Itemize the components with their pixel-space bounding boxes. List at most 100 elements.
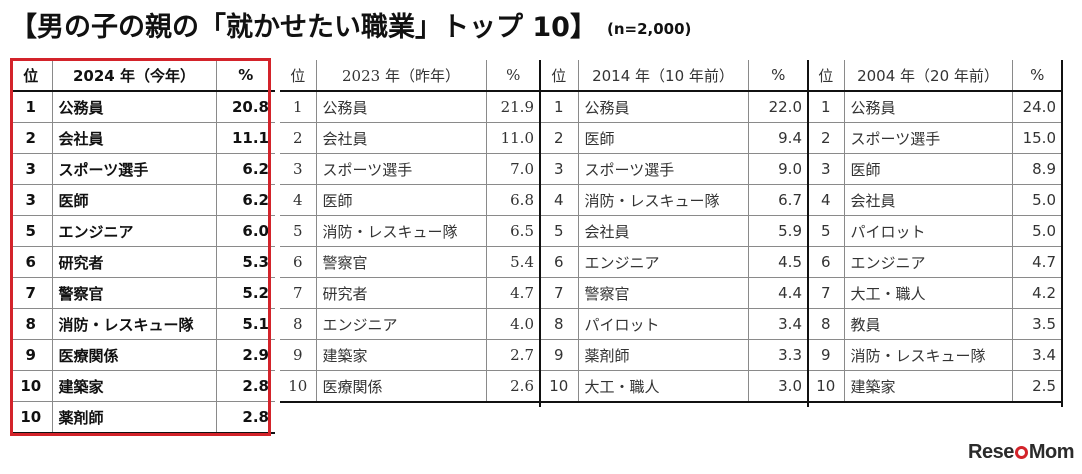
- percent-cell: 6.2: [216, 153, 275, 185]
- rank-header: 位: [808, 60, 845, 92]
- percent-cell: 2.7: [486, 339, 540, 371]
- rank-header: 位: [540, 60, 579, 92]
- occupation-cell: 研究者: [316, 277, 487, 309]
- occupation-cell: パイロット: [578, 308, 749, 340]
- percent-cell: 3.3: [748, 339, 808, 371]
- column-divider: [807, 60, 809, 407]
- rank-cell: 3: [808, 153, 845, 185]
- occupation-cell: 消防・レスキュー隊: [844, 339, 1013, 371]
- table-row: 1 公務員 20.8: [10, 91, 275, 123]
- percent-cell: 6.0: [216, 215, 275, 247]
- occupation-cell: 警察官: [52, 277, 217, 309]
- table-row: 3 医師 6.2: [10, 184, 275, 216]
- table-row: 5 エンジニア 6.0: [10, 215, 275, 247]
- rank-cell: 4: [808, 184, 845, 216]
- percent-cell: 5.3: [216, 246, 275, 278]
- rank-cell: 1: [10, 91, 53, 123]
- occupation-cell: 会社員: [316, 122, 487, 154]
- percent-cell: 2.8: [216, 401, 275, 434]
- table-row: 4 会社員 5.0: [808, 184, 1062, 216]
- occupation-cell: 医療関係: [316, 370, 487, 403]
- rank-cell: 9: [540, 339, 579, 371]
- rank-cell: 8: [540, 308, 579, 340]
- occupation-cell: 警察官: [316, 246, 487, 278]
- table-row: 5 会社員 5.9: [540, 215, 808, 247]
- rank-cell: 10: [540, 370, 579, 403]
- occupation-cell: エンジニア: [844, 246, 1013, 278]
- occupation-cell: 公務員: [844, 91, 1013, 123]
- rank-cell: 6: [10, 246, 53, 278]
- percent-cell: 3.4: [1012, 339, 1062, 371]
- percent-header: %: [748, 60, 808, 92]
- rank-cell: 6: [280, 246, 317, 278]
- percent-header: %: [216, 60, 275, 92]
- ranking-table-2014: 位 2014 年（10 年前）% 1 公務員 22.0 2 医師 9.4 3 スポーツ選手 9.0 4…: [540, 60, 808, 403]
- percent-cell: 5.0: [1012, 215, 1062, 247]
- rank-cell: 8: [280, 308, 317, 340]
- percent-cell: 3.5: [1012, 308, 1062, 340]
- column-divider: [539, 60, 541, 407]
- percent-cell: 5.9: [748, 215, 808, 247]
- rank-cell: 10: [280, 370, 317, 403]
- table-row: 1 公務員 24.0: [808, 91, 1062, 123]
- table-row: 3 スポーツ選手 9.0: [540, 153, 808, 185]
- table-row: 10 医療関係 2.6: [280, 370, 540, 403]
- rank-header: 位: [10, 60, 53, 92]
- rank-cell: 9: [10, 339, 53, 371]
- table-row: 8 消防・レスキュー隊 5.1: [10, 308, 275, 340]
- table-row: 2 会社員 11.1: [10, 122, 275, 154]
- table-row: 10 薬剤師 2.8: [10, 401, 275, 434]
- table-row: 7 研究者 4.7: [280, 277, 540, 309]
- rank-cell: 3: [10, 184, 53, 216]
- rank-cell: 3: [10, 153, 53, 185]
- occupation-cell: 研究者: [52, 246, 217, 278]
- rank-cell: 1: [540, 91, 579, 123]
- rank-cell: 5: [10, 215, 53, 247]
- table-row: 2 会社員 11.0: [280, 122, 540, 154]
- occupation-cell: 大工・職人: [578, 370, 749, 403]
- percent-cell: 4.7: [1012, 246, 1062, 278]
- table-row: 4 消防・レスキュー隊 6.7: [540, 184, 808, 216]
- percent-cell: 2.5: [1012, 370, 1062, 403]
- percent-cell: 20.8: [216, 91, 275, 123]
- table-row: 3 スポーツ選手 6.2: [10, 153, 275, 185]
- table-row: 4 医師 6.8: [280, 184, 540, 216]
- rank-cell: 10: [10, 401, 53, 434]
- rank-cell: 10: [808, 370, 845, 403]
- percent-cell: 11.0: [486, 122, 540, 154]
- occupation-cell: 建築家: [844, 370, 1013, 403]
- occupation-cell: 医師: [578, 122, 749, 154]
- title-text: 【男の子の親の「就かせたい職業」トップ 10】: [10, 12, 597, 43]
- occupation-cell: スポーツ選手: [316, 153, 487, 185]
- table-row: 6 エンジニア 4.5: [540, 246, 808, 278]
- percent-cell: 4.5: [748, 246, 808, 278]
- year-header: 2014 年（10 年前）: [578, 60, 749, 92]
- ranking-table-2004: 位 2004 年（20 年前）% 1 公務員 24.0 2 スポーツ選手 15.0 3 医師 8.9…: [808, 60, 1062, 403]
- percent-cell: 8.9: [1012, 153, 1062, 185]
- rank-cell: 7: [808, 277, 845, 309]
- rank-cell: 7: [540, 277, 579, 309]
- rank-cell: 6: [540, 246, 579, 278]
- occupation-cell: スポーツ選手: [578, 153, 749, 185]
- percent-cell: 2.8: [216, 370, 275, 402]
- rank-cell: 2: [540, 122, 579, 154]
- occupation-cell: 医師: [844, 153, 1013, 185]
- table-row: 6 エンジニア 4.7: [808, 246, 1062, 278]
- percent-cell: 6.8: [486, 184, 540, 216]
- occupation-cell: 消防・レスキュー隊: [578, 184, 749, 216]
- table-row: 6 警察官 5.4: [280, 246, 540, 278]
- occupation-cell: エンジニア: [316, 308, 487, 340]
- percent-cell: 15.0: [1012, 122, 1062, 154]
- rank-cell: 9: [280, 339, 317, 371]
- percent-cell: 2.6: [486, 370, 540, 403]
- occupation-cell: 消防・レスキュー隊: [52, 308, 217, 340]
- sample-size: (n=2,000): [606, 20, 692, 38]
- table-row: 10 建築家 2.5: [808, 370, 1062, 403]
- percent-cell: 11.1: [216, 122, 275, 154]
- percent-cell: 6.2: [216, 184, 275, 216]
- table-row: 7 警察官 5.2: [10, 277, 275, 309]
- occupation-cell: 大工・職人: [844, 277, 1013, 309]
- occupation-cell: 薬剤師: [578, 339, 749, 371]
- table-row: 9 薬剤師 3.3: [540, 339, 808, 371]
- rank-cell: 1: [280, 91, 317, 123]
